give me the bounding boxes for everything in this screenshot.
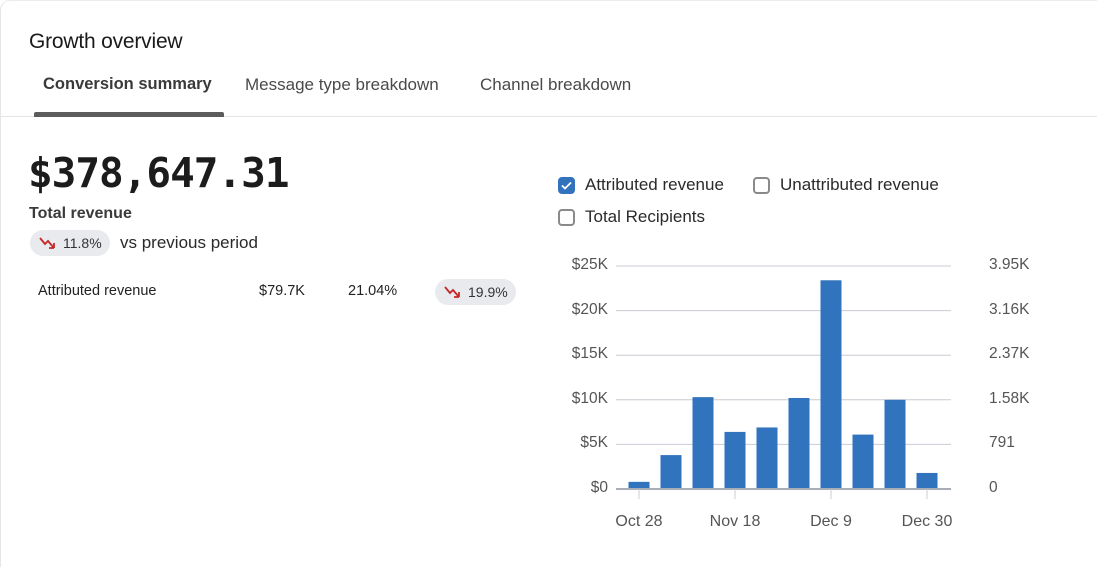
legend-label: Unattributed revenue (780, 175, 939, 194)
bar[interactable] (852, 434, 874, 488)
tab-bar: Conversion summary Message type breakdow… (1, 71, 1097, 117)
bar[interactable] (916, 472, 938, 488)
tab-message-type-breakdown[interactable]: Message type breakdown (245, 75, 439, 94)
x-tick-label: Nov 18 (709, 513, 761, 530)
bar[interactable] (884, 399, 906, 488)
change-badge: 11.8% (30, 230, 110, 256)
legend-total-recipients-checkbox[interactable]: Total Recipients (558, 207, 705, 227)
change-value: 11.8% (63, 235, 102, 251)
total-revenue-value: $378,647.31 (28, 149, 290, 197)
y-left-tick-label: $10K (571, 389, 608, 407)
row-label: Attributed revenue (38, 283, 157, 299)
row-change-badge: 19.9% (435, 279, 516, 305)
bar[interactable] (724, 431, 746, 488)
y-right-tick-label: 791 (989, 434, 1015, 452)
row-change-value: 19.9% (468, 284, 508, 300)
checkbox-unchecked-icon (558, 208, 575, 226)
trend-down-icon (39, 237, 55, 249)
trend-down-icon (444, 286, 460, 298)
legend-attributed-revenue-checkbox[interactable]: Attributed revenue (558, 175, 724, 195)
bar[interactable] (660, 455, 682, 488)
bar[interactable] (692, 397, 714, 488)
row-value: $79.7K (259, 283, 305, 299)
checkbox-checked-icon (558, 176, 575, 194)
active-tab-indicator (34, 112, 224, 117)
legend-unattributed-revenue-checkbox[interactable]: Unattributed revenue (753, 175, 939, 195)
y-right-tick-label: 3.16K (989, 300, 1030, 318)
bar[interactable] (788, 398, 810, 488)
legend-label: Attributed revenue (585, 175, 724, 194)
card-title: Growth overview (29, 30, 183, 53)
x-tick-label: Dec 9 (810, 513, 852, 530)
tab-conversion-summary[interactable]: Conversion summary (43, 75, 212, 93)
y-right-tick-label: 3.95K (989, 256, 1030, 273)
bar[interactable] (628, 481, 650, 488)
legend-label: Total Recipients (585, 207, 706, 226)
y-left-tick-label: $25K (571, 256, 608, 273)
tab-channel-breakdown[interactable]: Channel breakdown (480, 75, 632, 94)
checkbox-unchecked-icon (753, 176, 770, 194)
change-suffix: vs previous period (120, 233, 258, 252)
x-tick-label: Oct 28 (615, 513, 663, 530)
y-left-tick-label: $15K (571, 345, 608, 363)
bar[interactable] (756, 427, 778, 488)
y-left-tick-label: $20K (571, 300, 608, 318)
y-right-tick-label: 0 (989, 479, 998, 496)
bar[interactable] (820, 280, 842, 488)
row-share: 21.04% (348, 283, 398, 299)
total-revenue-label: Total revenue (29, 205, 132, 222)
y-left-tick-label: $5K (580, 434, 608, 452)
y-left-tick-label: $0 (590, 479, 608, 496)
y-right-tick-label: 1.58K (989, 389, 1030, 407)
y-right-tick-label: 2.37K (989, 345, 1030, 363)
x-tick-label: Dec 30 (901, 513, 953, 530)
